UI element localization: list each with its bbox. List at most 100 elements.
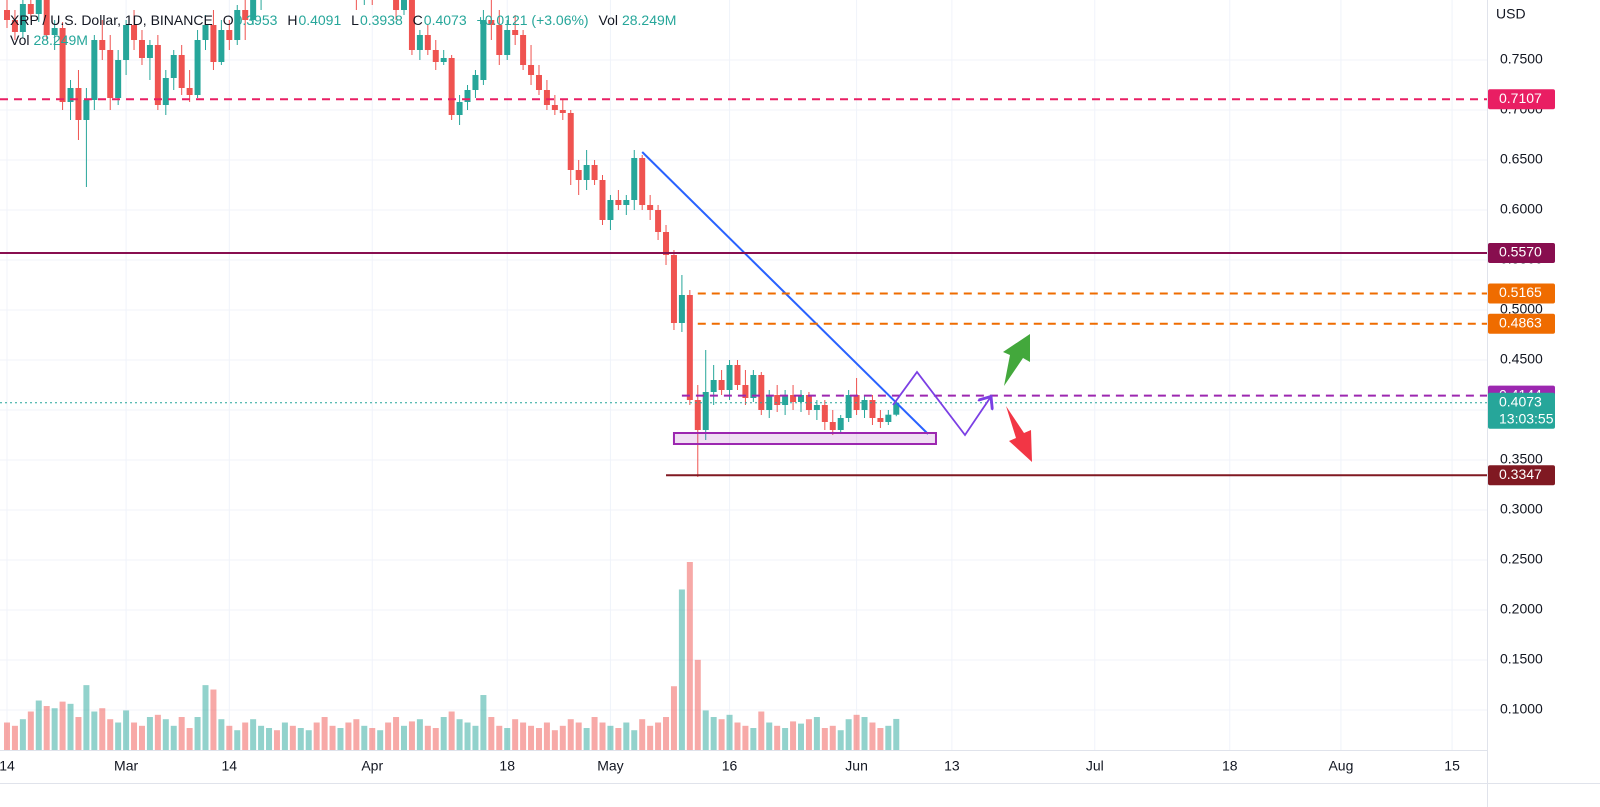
volume-bar xyxy=(448,711,455,750)
candle-body xyxy=(234,10,241,40)
volume-bar xyxy=(480,695,487,750)
volume-bar xyxy=(686,562,693,750)
volume-bar xyxy=(59,701,66,750)
price-badge xyxy=(1488,313,1555,334)
candle-body xyxy=(869,400,876,418)
volume-bar xyxy=(853,714,860,750)
candle-body xyxy=(202,25,209,40)
volume-bar xyxy=(258,725,265,750)
volume-bar xyxy=(123,710,130,750)
ohlc-key: C xyxy=(412,12,423,28)
candle-body xyxy=(75,88,82,120)
candle-body xyxy=(790,395,797,402)
volume-bar xyxy=(138,725,145,750)
candle-body xyxy=(11,20,18,32)
y-tick-label: 0.2000 xyxy=(1500,601,1543,617)
price-badge-label: 0.7107 xyxy=(1499,90,1542,106)
up-arrow xyxy=(1003,334,1030,386)
price-badge xyxy=(1488,283,1555,304)
candle-body xyxy=(194,40,201,95)
volume-bar xyxy=(543,722,550,750)
x-tick-label: 18 xyxy=(499,758,515,774)
volume-bar xyxy=(583,728,590,750)
candle-body xyxy=(464,90,471,102)
candle-body xyxy=(448,58,455,115)
ohlc-value: 0.3938 xyxy=(359,12,403,28)
candle-body xyxy=(821,405,828,422)
volume-bar xyxy=(234,730,241,750)
candle-body xyxy=(99,40,106,50)
candle-body xyxy=(655,210,662,232)
candle-body xyxy=(535,75,542,90)
volume-bar xyxy=(107,719,114,750)
volume-bar xyxy=(766,722,773,750)
candle-body xyxy=(488,20,495,25)
volume-bar xyxy=(266,728,273,750)
candle-body xyxy=(242,10,249,20)
volume-bar xyxy=(670,686,677,750)
volume-bar xyxy=(75,717,82,750)
ohlc-key: L xyxy=(351,12,359,28)
x-tick-label: 16 xyxy=(722,758,738,774)
volume-bar xyxy=(535,728,542,750)
volume-bar xyxy=(694,659,701,750)
volume-bar xyxy=(551,730,558,750)
volume-bar xyxy=(813,717,820,750)
y-tick-label: 0.3500 xyxy=(1500,451,1543,467)
candle-body xyxy=(782,395,789,405)
volume-bar xyxy=(488,717,495,750)
candle-body xyxy=(623,200,630,205)
down-arrow xyxy=(1006,406,1032,462)
x-tick-label: Mar xyxy=(114,758,138,774)
volume-bar xyxy=(805,719,812,750)
candle-body xyxy=(663,232,670,255)
price-badge xyxy=(1488,89,1555,110)
volume-bar xyxy=(115,722,122,750)
y-tick-label: 0.6500 xyxy=(1500,151,1543,167)
volume-bar xyxy=(35,700,42,750)
volume-bar xyxy=(734,722,741,750)
candle-body xyxy=(432,50,439,62)
candle-body xyxy=(83,100,90,120)
volume-bar xyxy=(504,728,511,750)
candle-body xyxy=(631,158,638,200)
volume-bar xyxy=(631,730,638,750)
volume-bar xyxy=(798,723,804,750)
volume-bar xyxy=(655,722,662,750)
time-axis xyxy=(0,750,1487,807)
volume-bar xyxy=(559,725,566,750)
ohlc-value: 0.4091 xyxy=(298,12,342,28)
volume-bar xyxy=(750,728,757,750)
volume-bar xyxy=(512,719,519,750)
volume-bar xyxy=(456,719,463,750)
candle-body xyxy=(154,45,161,105)
volume-bar xyxy=(710,717,717,750)
candle-body xyxy=(543,90,550,105)
candle-body xyxy=(131,25,138,40)
volume-bar xyxy=(67,703,74,750)
candle-body xyxy=(512,30,519,35)
volume-bar xyxy=(440,717,447,750)
candle-body xyxy=(774,395,781,405)
ohlc-key: H xyxy=(287,12,298,28)
volume-bar xyxy=(718,719,725,750)
price-badge xyxy=(1488,243,1555,263)
volume-bar xyxy=(408,721,415,750)
candle-body xyxy=(885,414,892,422)
candle-body xyxy=(766,395,773,410)
volume-bar xyxy=(43,706,50,750)
candle-body xyxy=(615,200,622,205)
volume-bar xyxy=(361,725,368,750)
volume-bar xyxy=(313,722,320,750)
volume-key: Vol xyxy=(598,12,618,28)
volume-bar xyxy=(393,717,400,750)
volume-bar xyxy=(615,728,622,750)
symbol-title: XRP / U.S. Dollar, 1D, BINANCE xyxy=(10,12,213,28)
candle-body xyxy=(734,365,741,385)
candle-body xyxy=(250,0,257,20)
x-tick-label: 14 xyxy=(0,758,15,774)
x-tick-label: Jul xyxy=(1086,758,1104,774)
volume-bar xyxy=(885,725,892,750)
